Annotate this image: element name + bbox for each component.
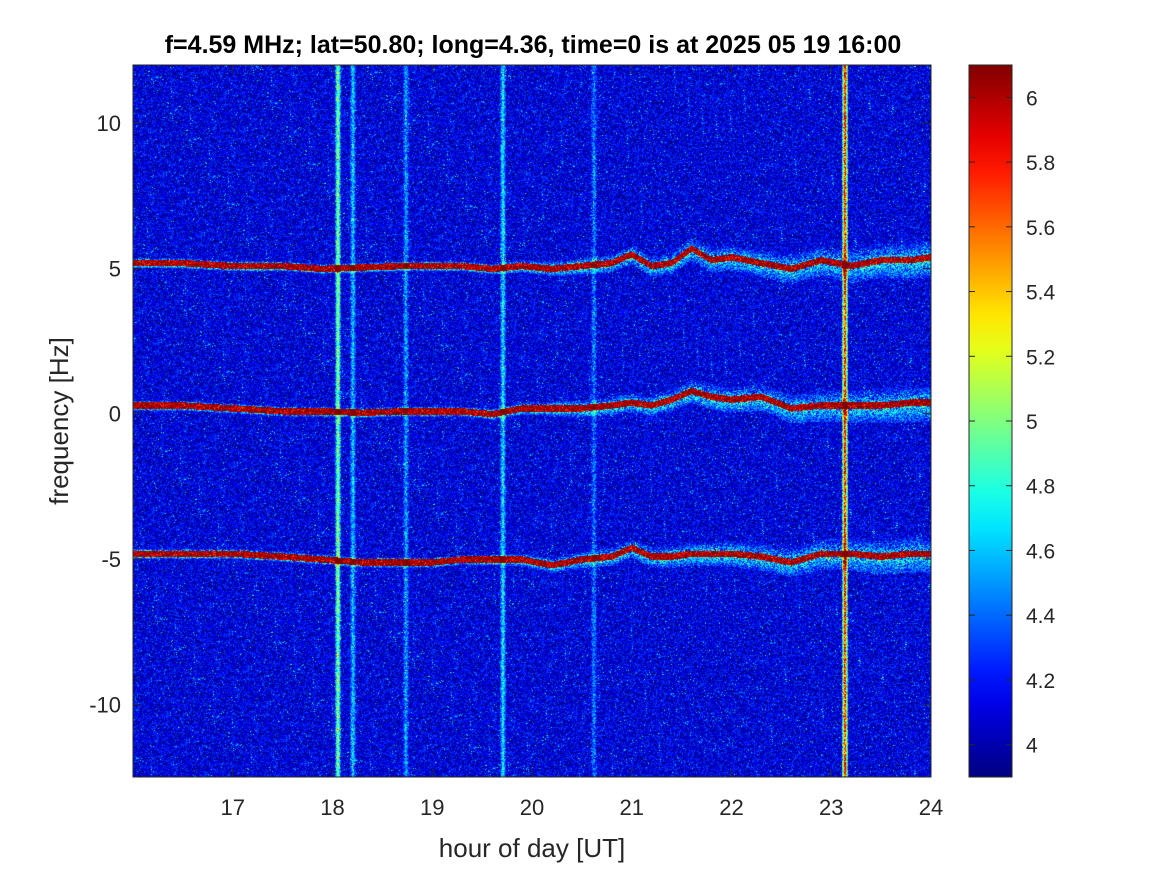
x-tick-label: 20: [520, 795, 544, 820]
colorbar-tick-label: 5: [1026, 411, 1038, 434]
colorbar-tick-label: 5.6: [1026, 217, 1055, 240]
colorbar-axis: 4 4.2 4.4 4.6 4.8 5 5.2 5.4 5.6 5.8 6: [969, 87, 1056, 758]
colorbar-tick-label: 4.6: [1026, 540, 1055, 563]
x-axis: 17 18 19 20 21 22 23 24: [221, 65, 943, 820]
y-tick-label: -5: [101, 547, 121, 572]
spectrogram-image: [133, 65, 931, 777]
colorbar: [968, 64, 1013, 778]
colorbar-tick-label: 4.8: [1026, 476, 1055, 499]
y-axis-label: frequency [Hz]: [44, 337, 74, 505]
x-tick-label: 19: [420, 795, 444, 820]
colorbar-tick-label: 5.4: [1026, 282, 1056, 305]
chart-title: f=4.59 MHz; lat=50.80; long=4.36, time=0…: [165, 31, 902, 59]
colorbar-tick-label: 4.4: [1026, 605, 1056, 628]
x-tick-label: 18: [320, 795, 344, 820]
y-tick-label: -10: [89, 692, 121, 717]
colorbar-tick-label: 5.2: [1026, 346, 1055, 369]
x-tick-label: 21: [620, 795, 644, 820]
x-tick-label: 24: [919, 795, 943, 820]
x-tick-label: 17: [221, 795, 245, 820]
y-tick-label: 0: [109, 402, 121, 427]
x-axis-label: hour of day [UT]: [439, 833, 625, 863]
x-tick-label: 23: [819, 795, 843, 820]
y-axis: -10 -5 0 5 10: [89, 111, 931, 717]
colorbar-tick-label: 4: [1026, 735, 1038, 758]
colorbar-tick-label: 6: [1026, 87, 1038, 110]
x-tick-label: 22: [719, 795, 743, 820]
y-tick-label: 5: [109, 256, 121, 281]
y-tick-label: 10: [97, 111, 121, 136]
colorbar-tick-label: 4.2: [1026, 670, 1055, 693]
colorbar-tick-label: 5.8: [1026, 152, 1055, 175]
